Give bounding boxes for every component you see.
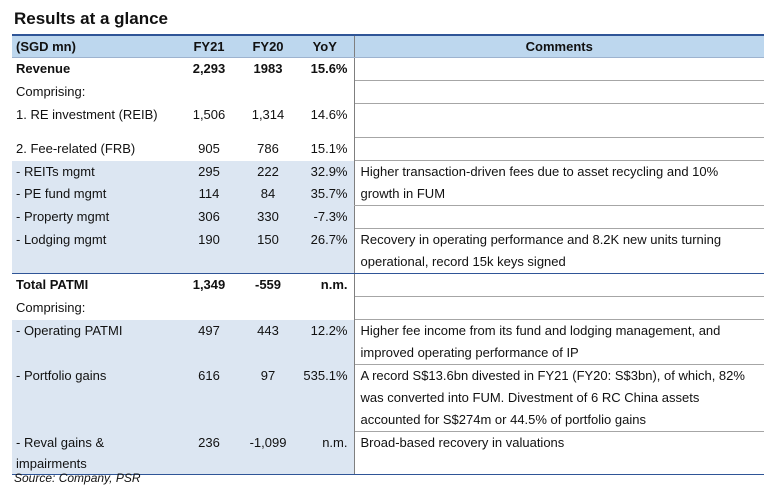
row-fy21: 905 xyxy=(198,140,220,156)
title-rule xyxy=(12,34,764,36)
row-comment xyxy=(354,57,764,81)
row-fy20: 330 xyxy=(240,205,296,229)
row-comment xyxy=(354,80,764,104)
row-fy20: 84 xyxy=(240,183,296,206)
row-label: - PE fund mgmt xyxy=(12,183,178,206)
row-comment xyxy=(354,296,764,320)
row-label: Total PATMI xyxy=(16,277,89,292)
row-yoy: 14.6% xyxy=(296,103,355,138)
row-yoy: n.m. xyxy=(296,273,355,297)
row-label: - Reval gains & impairments xyxy=(12,431,178,475)
row-comment xyxy=(354,205,764,229)
row-label: 2. Fee-related (FRB) xyxy=(16,140,136,156)
table-row: - Lodging mgmt 190 150 26.7% Recovery in… xyxy=(12,228,764,274)
results-table: (SGD mn) FY21 FY20 YoY Comments Revenue … xyxy=(12,36,764,475)
row-comment xyxy=(354,103,764,138)
row-fy21: 1,349 xyxy=(192,277,226,292)
header-comments: Comments xyxy=(354,36,764,58)
row-yoy: 26.7% xyxy=(296,228,355,274)
table-row: - Operating PATMI 497 443 12.2% Higher f… xyxy=(12,319,764,365)
header-row: (SGD mn) FY21 FY20 YoY Comments xyxy=(12,36,764,58)
row-comment: Higher transaction-driven fees due to as… xyxy=(354,160,764,206)
table-row: - REITs mgmt 295 222 32.9% Higher transa… xyxy=(12,160,764,206)
row-fy20: 222 xyxy=(240,160,296,183)
row-fy21: 497 xyxy=(178,319,240,365)
row-comment: Recovery in operating performance and 8.… xyxy=(354,228,764,274)
table-row: - PE fund mgmt 114 84 35.7% xyxy=(12,183,764,206)
row-fy20: -559 xyxy=(254,277,282,292)
row-fy20: 97 xyxy=(240,364,296,432)
row-yoy: 15.1% xyxy=(296,137,355,161)
row-label: 1. RE investment (REIB) xyxy=(16,106,158,122)
row-fy21: 616 xyxy=(178,364,240,432)
table-row: - Property mgmt 306 330 -7.3% xyxy=(12,205,764,229)
row-yoy: 35.7% xyxy=(296,183,355,206)
header-fy20: FY20 xyxy=(240,36,296,58)
row-label: - Property mgmt xyxy=(12,205,178,229)
row-yoy xyxy=(296,80,355,104)
header-label: (SGD mn) xyxy=(12,36,178,58)
row-comment: Broad-based recovery in valuations xyxy=(354,431,764,475)
table-row: - Portfolio gains 616 97 535.1% A record… xyxy=(12,364,764,432)
row-fy20: 1983 xyxy=(253,61,283,76)
header-yoy: YoY xyxy=(296,36,355,58)
row-fy20: 150 xyxy=(240,228,296,274)
row-fy21: 1,506 xyxy=(192,106,226,122)
row-label: Comprising: xyxy=(16,299,86,315)
table-row: Comprising: xyxy=(12,296,764,320)
row-comment: A record S$13.6bn divested in FY21 (FY20… xyxy=(354,364,764,432)
table-row: Revenue 2,293 1983 15.6% xyxy=(12,57,764,81)
row-fy21 xyxy=(178,297,240,320)
row-label: - Operating PATMI xyxy=(12,319,178,365)
row-label: Comprising: xyxy=(16,83,86,99)
table-row: Comprising: xyxy=(12,80,764,104)
row-label: - Lodging mgmt xyxy=(12,228,178,274)
row-yoy: 535.1% xyxy=(296,364,355,432)
row-yoy: 12.2% xyxy=(296,319,355,365)
table-row: 1. RE investment (REIB) 1,506 1,314 14.6… xyxy=(12,103,764,138)
row-fy20: 443 xyxy=(240,319,296,365)
row-fy20: 786 xyxy=(257,140,279,156)
table-row: - Reval gains & impairments 236 -1,099 n… xyxy=(12,431,764,475)
row-label: - Portfolio gains xyxy=(12,364,178,432)
row-fy20 xyxy=(240,297,296,320)
row-fy20: -1,099 xyxy=(240,431,296,475)
row-fy21: 114 xyxy=(178,183,240,206)
row-fy21: 2,293 xyxy=(192,61,226,76)
row-comment xyxy=(354,137,764,161)
row-yoy: 15.6% xyxy=(296,57,355,81)
table-row: Total PATMI 1,349 -559 n.m. xyxy=(12,273,764,297)
row-fy21: 190 xyxy=(178,228,240,274)
row-comment: Higher fee income from its fund and lodg… xyxy=(354,319,764,365)
row-label: - REITs mgmt xyxy=(12,160,178,183)
row-fy20: 1,314 xyxy=(251,106,285,122)
row-yoy xyxy=(296,296,355,320)
row-fy20 xyxy=(240,81,296,104)
row-yoy: -7.3% xyxy=(296,205,355,229)
row-label: Revenue xyxy=(16,61,71,76)
row-fy21: 236 xyxy=(178,431,240,475)
row-yoy: n.m. xyxy=(296,431,355,475)
row-fy21 xyxy=(178,81,240,104)
row-fy21: 295 xyxy=(178,160,240,183)
page-title: Results at a glance xyxy=(14,9,169,28)
row-fy21: 306 xyxy=(178,205,240,229)
table-row: 2. Fee-related (FRB) 905 786 15.1% xyxy=(12,137,764,161)
source-note: Source: Company, PSR xyxy=(14,471,141,485)
row-comment xyxy=(354,273,764,297)
header-fy21: FY21 xyxy=(178,36,240,58)
row-yoy: 32.9% xyxy=(296,160,355,183)
